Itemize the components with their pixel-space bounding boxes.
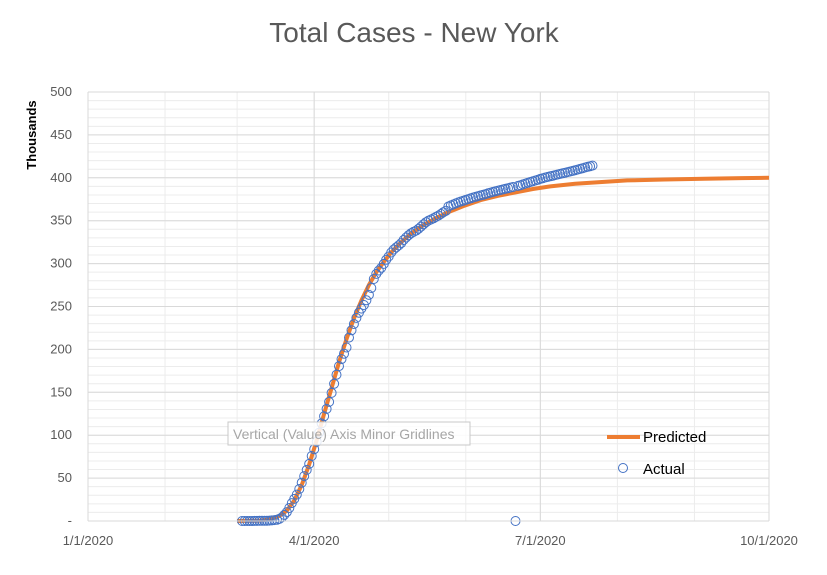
actual-point [306, 451, 317, 461]
y-tick-label: 400 [50, 170, 72, 185]
actual-point [433, 210, 444, 221]
y-tick-label: 50 [58, 470, 72, 485]
actual-point [291, 489, 302, 500]
actual-point [408, 226, 419, 237]
y-tick-label: - [68, 513, 72, 528]
plot-series [237, 160, 770, 526]
actual-point [279, 509, 290, 520]
actual-point [431, 211, 441, 222]
legend-actual-label: Actual [643, 461, 685, 478]
actual-point [508, 182, 518, 192]
tooltip: Vertical (Value) Axis Minor Gridlines [227, 421, 471, 446]
actual-point [299, 471, 310, 482]
actual-point [296, 477, 307, 488]
actual-point [336, 354, 347, 365]
actual-point [356, 303, 367, 314]
legend: Predicted Actual [607, 429, 706, 478]
actual-point [373, 265, 384, 276]
chart-title: Total Cases - New York [269, 17, 559, 48]
actual-point [348, 319, 359, 329]
actual-point [587, 160, 598, 171]
legend-actual-swatch [618, 463, 628, 473]
actual-point [346, 325, 357, 336]
actual-point [334, 361, 344, 372]
x-tick-label: 4/1/2020 [289, 533, 340, 548]
gridlines [87, 91, 770, 522]
actual-point [435, 209, 446, 219]
tooltip-text: Vertical (Value) Axis Minor Gridlines [233, 426, 454, 442]
actual-point [371, 268, 382, 279]
actual-point [403, 230, 414, 241]
x-tick-label: 1/1/2020 [63, 533, 114, 548]
y-tick-label: 350 [50, 213, 72, 228]
y-tick-label: 500 [50, 84, 72, 99]
actual-point [368, 274, 379, 284]
actual-point [321, 403, 332, 414]
actual-point [396, 238, 407, 249]
actual-point [341, 342, 352, 353]
actual-point [284, 503, 295, 513]
actual-point [326, 387, 337, 398]
actual-point [418, 219, 429, 230]
actual-point [358, 300, 369, 310]
axes: - 50 100 150 200 250 300 350 400 450 500 1/1/2020 4/… [50, 84, 798, 548]
y-tick-label: 450 [50, 127, 72, 142]
tooltip-box [227, 421, 471, 446]
actual-point [319, 411, 330, 422]
y-tick-label: 150 [50, 384, 72, 399]
actual-point [361, 295, 372, 306]
actual-point [351, 312, 362, 323]
y-tick-label: 250 [50, 299, 72, 314]
x-tick-label: 7/1/2020 [515, 533, 566, 548]
actual-point [386, 247, 397, 258]
actual-point [294, 484, 305, 494]
actual-point [381, 254, 392, 265]
actual-point [301, 464, 312, 475]
x-tick-label: 10/1/2020 [740, 533, 798, 548]
y-tick-label: 200 [50, 341, 72, 356]
actual-point [366, 283, 377, 293]
actual-point [363, 289, 374, 300]
actual-point [406, 228, 417, 239]
actual-point [339, 348, 349, 359]
actual-point [438, 207, 449, 218]
actual-point [428, 213, 439, 224]
y-tick-label: 100 [50, 427, 72, 442]
legend-predicted-label: Predicted [643, 429, 706, 446]
actual-point [329, 378, 340, 389]
actual-point [324, 396, 335, 407]
y-tick-label: 300 [50, 256, 72, 271]
y-axis-label: Thousands [24, 100, 39, 169]
actual-point [344, 332, 354, 343]
